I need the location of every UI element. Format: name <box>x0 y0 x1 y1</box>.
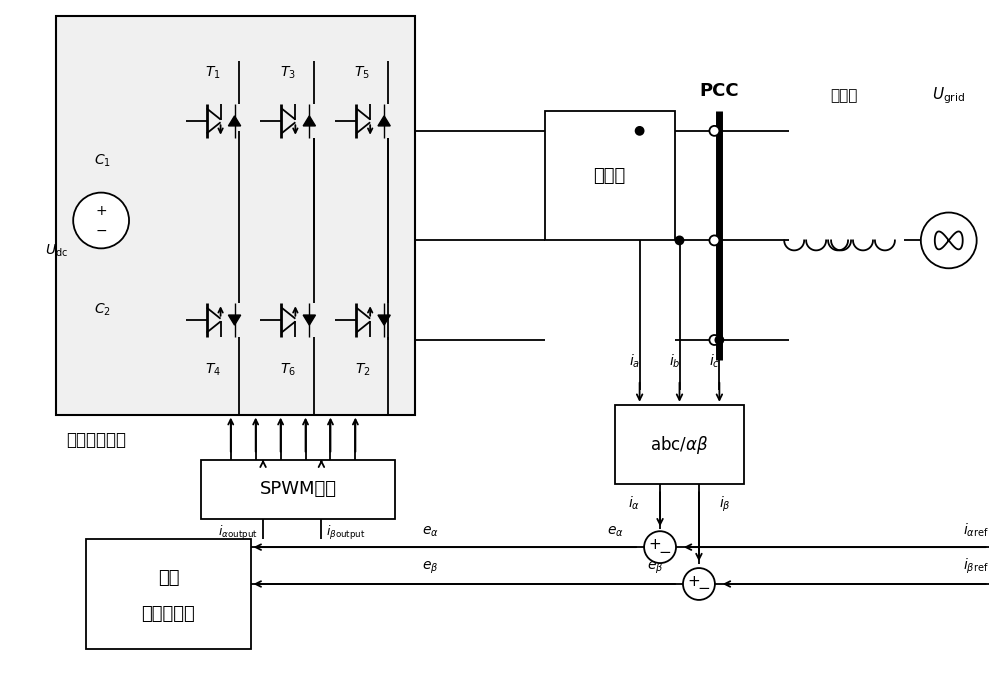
Text: $i_c$: $i_c$ <box>709 353 720 370</box>
Text: $i_b$: $i_b$ <box>669 353 680 370</box>
Text: $i_{\alpha{\rm output}}$: $i_{\alpha{\rm output}}$ <box>218 524 258 542</box>
Circle shape <box>715 336 723 344</box>
Circle shape <box>709 235 719 245</box>
Text: 开关控制信号: 开关控制信号 <box>66 431 126 449</box>
Text: +: + <box>95 203 107 218</box>
Text: $i_a$: $i_a$ <box>629 353 640 370</box>
Text: $T_1$: $T_1$ <box>205 65 221 81</box>
Text: $T_4$: $T_4$ <box>205 361 221 378</box>
Polygon shape <box>378 116 390 126</box>
Text: PCC: PCC <box>700 82 739 100</box>
Text: $T_2$: $T_2$ <box>355 361 370 378</box>
Text: +: + <box>649 537 661 552</box>
Circle shape <box>676 237 683 244</box>
Polygon shape <box>378 315 390 325</box>
Text: abc/$\alpha\beta$: abc/$\alpha\beta$ <box>650 433 709 456</box>
Bar <box>86 539 251 649</box>
Text: 重复控制器: 重复控制器 <box>142 605 195 622</box>
Text: $U_{\rm dc}$: $U_{\rm dc}$ <box>45 242 68 258</box>
Polygon shape <box>228 315 241 325</box>
Circle shape <box>709 126 719 136</box>
Polygon shape <box>303 315 315 325</box>
Polygon shape <box>228 116 241 126</box>
Text: $i_{\beta{\rm ref}}$: $i_{\beta{\rm ref}}$ <box>963 557 989 576</box>
Bar <box>56 16 415 415</box>
Text: $T_3$: $T_3$ <box>280 65 296 81</box>
Text: −: − <box>95 224 107 237</box>
Text: −: − <box>698 582 710 597</box>
Text: 变压器: 变压器 <box>830 89 858 104</box>
Circle shape <box>636 127 644 135</box>
Circle shape <box>683 568 715 600</box>
Text: $i_{\beta{\rm output}}$: $i_{\beta{\rm output}}$ <box>326 524 366 542</box>
Text: $i_\alpha$: $i_\alpha$ <box>628 494 640 512</box>
Bar <box>201 460 395 519</box>
Text: $e_\beta$: $e_\beta$ <box>647 560 663 576</box>
Bar <box>615 405 744 484</box>
Text: $C_1$: $C_1$ <box>94 153 111 169</box>
Text: $i_{\alpha{\rm ref}}$: $i_{\alpha{\rm ref}}$ <box>963 522 989 539</box>
Text: $T_5$: $T_5$ <box>354 65 370 81</box>
Text: $i_\beta$: $i_\beta$ <box>719 494 731 514</box>
Text: 改进: 改进 <box>158 569 179 586</box>
Text: $C_2$: $C_2$ <box>94 302 111 318</box>
Text: $T_6$: $T_6$ <box>280 361 296 378</box>
Text: SPWM模块: SPWM模块 <box>260 481 337 498</box>
Text: −: − <box>659 544 671 559</box>
Text: $e_\alpha$: $e_\alpha$ <box>607 525 624 539</box>
Text: 滤波器: 滤波器 <box>594 167 626 184</box>
Bar <box>545 111 675 241</box>
Polygon shape <box>303 116 315 126</box>
Text: $e_\alpha$: $e_\alpha$ <box>422 525 439 539</box>
Circle shape <box>644 531 676 563</box>
Circle shape <box>921 212 977 268</box>
Circle shape <box>709 335 719 345</box>
Text: $e_\beta$: $e_\beta$ <box>422 560 438 576</box>
Text: $U_{\rm grid}$: $U_{\rm grid}$ <box>932 85 965 106</box>
Text: +: + <box>688 574 700 589</box>
Circle shape <box>73 193 129 248</box>
